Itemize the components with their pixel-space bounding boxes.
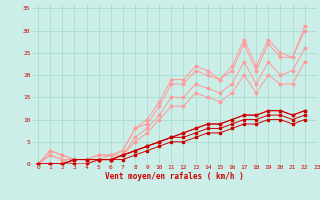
X-axis label: Vent moyen/en rafales ( km/h ): Vent moyen/en rafales ( km/h ) [105,172,244,181]
